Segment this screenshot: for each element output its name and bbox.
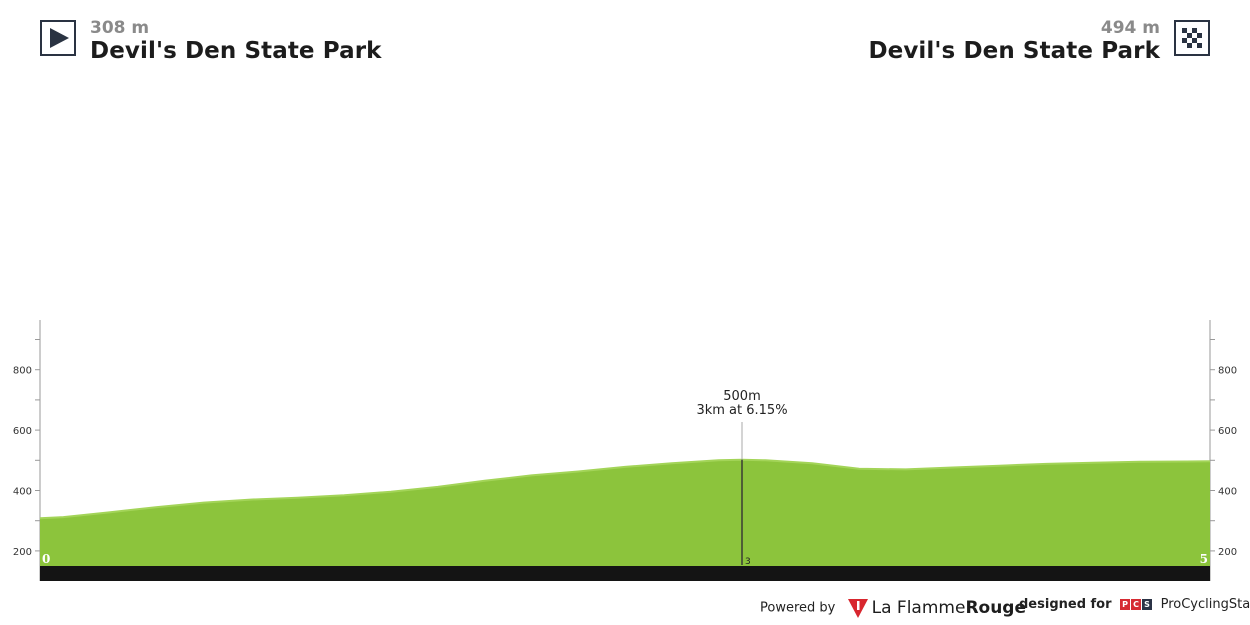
right-axis-tick-label: 600 [1218, 426, 1237, 437]
km-marker-start: 0 [42, 552, 50, 566]
powered-by-label: Powered by [760, 600, 836, 616]
start-altitude: 308 m [90, 18, 150, 38]
profile-area [40, 459, 1210, 566]
profile-ridge-line [39, 458, 1211, 520]
climb-annotation-altitude: 500m [723, 389, 760, 404]
pcs-brand-name[interactable]: ProCyclingStats [1160, 597, 1250, 612]
powered-by: Powered by La FlammeRouge [760, 597, 1026, 619]
km-marker-finish: 5 [1200, 552, 1208, 566]
km-marker: 3 [745, 557, 751, 567]
la-flamme-rouge-brand[interactable]: La FlammeRouge [871, 598, 1027, 618]
start-location: Devil's Den State Park [90, 38, 382, 64]
finish-altitude: 494 m [1100, 18, 1160, 38]
right-axis-tick-label: 400 [1218, 487, 1237, 498]
pcs-letter-c: C [1131, 599, 1142, 610]
left-axis-tick-label: 400 [13, 487, 32, 498]
la-flamme-rouge-logo-icon[interactable] [847, 597, 868, 619]
finish-location: Devil's Den State Park [868, 38, 1160, 64]
designed-for-label: designed for [1019, 597, 1112, 612]
play-icon [40, 20, 76, 56]
checkered-flag-icon [1174, 20, 1210, 56]
left-axis-tick-label: 200 [13, 547, 32, 558]
pcs-letter-s: S [1142, 599, 1153, 610]
climb-annotation-gradient: 3km at 6.15% [696, 403, 787, 418]
profile-base-bar [40, 566, 1210, 581]
right-axis-tick-label: 800 [1218, 366, 1237, 377]
left-axis-tick-label: 600 [13, 426, 32, 437]
right-axis-tick-label: 200 [1218, 547, 1237, 558]
designed-for: designed for PCS ProCyclingStats [1019, 597, 1250, 612]
pcs-letter-p: P [1120, 599, 1131, 610]
left-axis-tick-label: 800 [13, 366, 32, 377]
